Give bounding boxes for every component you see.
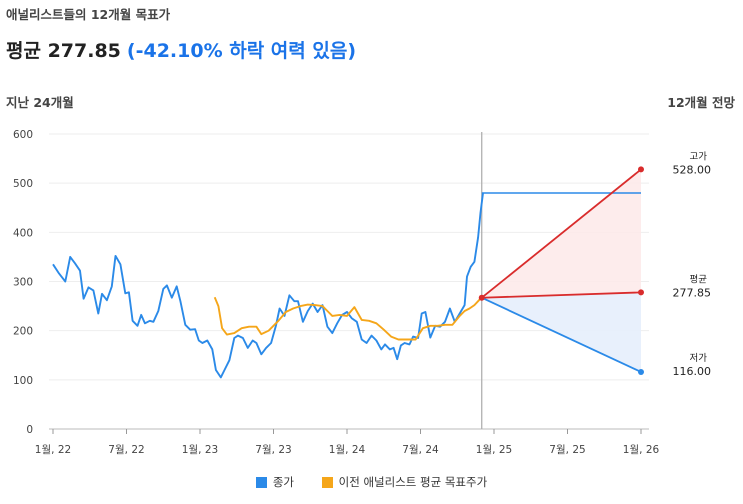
x-tick-label: 1월, 24 xyxy=(329,444,366,456)
chart-legend: 종가 이전 애널리스트 평균 목표주가 xyxy=(0,474,743,491)
forecast-average-point xyxy=(638,289,644,296)
price-line xyxy=(52,192,484,379)
legend-label-prior-target: 이전 애널리스트 평균 목표주가 xyxy=(338,475,488,489)
legend-label-close: 종가 xyxy=(272,475,294,489)
forecast-high-line xyxy=(481,168,642,299)
x-tick-label: 1월, 25 xyxy=(476,444,512,456)
forecast-lower-band xyxy=(481,292,641,372)
forecast-high-value: 528.00 xyxy=(673,163,712,176)
x-tick-label: 7월, 23 xyxy=(255,444,291,456)
y-tick-label: 0 xyxy=(26,424,33,436)
x-tick-label: 1월, 22 xyxy=(35,444,71,456)
forecast-low-point xyxy=(638,368,644,375)
x-tick-label: 7월, 24 xyxy=(402,444,439,456)
y-tick-label: 100 xyxy=(13,375,33,387)
y-tick-label: 300 xyxy=(13,277,33,289)
forecast-high-point xyxy=(638,166,644,173)
chart-subtitle: 애널리스트들의 12개월 목표가 xyxy=(6,7,171,22)
average-target-headline: 평균 277.85 (-42.10% 하락 여력 있음) xyxy=(6,36,356,63)
legend-swatch-close xyxy=(255,476,267,488)
x-tick-label: 7월, 22 xyxy=(108,444,144,456)
y-tick-label: 500 xyxy=(13,178,33,190)
forecast-period-label: 12개월 전망 xyxy=(667,95,735,110)
y-tick-label: 400 xyxy=(13,227,33,239)
y-tick-label: 200 xyxy=(13,326,33,338)
forecast-high-label: 고가 xyxy=(690,151,708,162)
prior-target-line xyxy=(213,296,483,341)
legend-item-close[interactable]: 종가 xyxy=(255,474,294,490)
forecast-average-label: 평균 xyxy=(690,274,708,285)
forecast-average-value: 277.85 xyxy=(673,286,712,299)
forecast-start-point xyxy=(478,294,485,301)
x-tick-label: 7월, 25 xyxy=(549,444,585,456)
x-tick-label: 1월, 26 xyxy=(623,444,660,456)
past-period-label: 지난 24개월 xyxy=(6,95,74,110)
y-tick-label: 600 xyxy=(13,129,33,141)
legend-item-prior-target[interactable]: 이전 애널리스트 평균 목표주가 xyxy=(321,474,488,490)
forecast-average-line xyxy=(481,291,642,299)
forecast-low-line xyxy=(481,296,642,373)
downside-change: (-42.10% 하락 여력 있음) xyxy=(126,40,357,62)
forecast-low-label: 저가 xyxy=(690,353,708,364)
x-tick-label: 1월, 23 xyxy=(182,444,218,456)
legend-swatch-prior-target xyxy=(321,476,333,488)
price-target-chart: 0 100 200 300 400 500 600 1월, 22 7월, 22 1월, 23 7월,… xyxy=(13,129,712,456)
average-target-value: 평균 277.85 xyxy=(6,40,121,62)
forecast-low-value: 116.00 xyxy=(673,365,712,378)
